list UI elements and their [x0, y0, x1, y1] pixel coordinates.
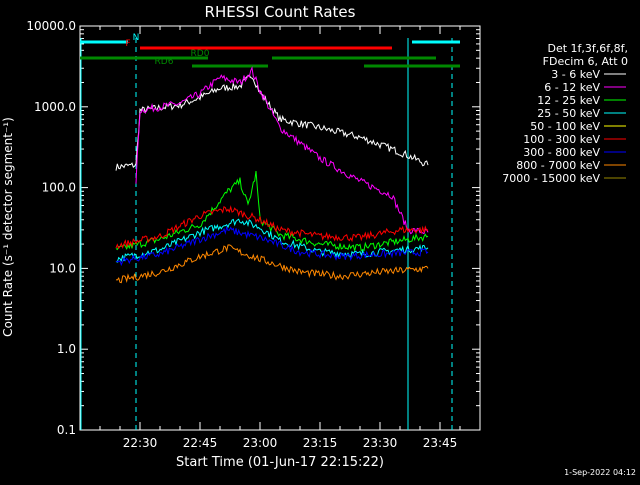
y-axis: 0.1 1.0 10.0 100.0 1000.0 10000.0	[26, 19, 480, 437]
timestamp: 1-Sep-2022 04:12	[564, 468, 636, 477]
state-bar-label: RD0	[191, 49, 210, 59]
y-tick-label: 100.0	[42, 181, 76, 195]
legend-entry: 100 - 300 keV	[523, 133, 600, 146]
series-line-7	[115, 244, 429, 284]
y-tick-label: 0.1	[57, 423, 76, 437]
legend-entry: 50 - 100 keV	[530, 120, 600, 133]
y-tick-label: 1.0	[57, 342, 76, 356]
legend-header: FDecim 6, Att 0	[543, 55, 628, 68]
series-line-1	[135, 66, 429, 235]
vertical-markers	[80, 38, 453, 430]
legend-entry: 800 - 7000 keV	[516, 159, 600, 172]
x-tick-label: 23:30	[363, 436, 398, 450]
x-tick-label: 23:15	[303, 436, 338, 450]
legend-entry: 7000 - 15000 keV	[502, 172, 600, 185]
attenuator-state-bars: NF RD0 RD6	[80, 33, 460, 68]
series-line-6	[115, 225, 429, 267]
y-tick-label: 10000.0	[26, 19, 76, 33]
series-lines	[115, 66, 429, 284]
legend-entry: 300 - 800 keV	[523, 146, 600, 159]
y-tick-label: 1000.0	[34, 100, 76, 114]
x-tick-label: 23:00	[243, 436, 278, 450]
legend-entry: 6 - 12 keV	[544, 81, 600, 94]
x-axis: 22:30 22:45 23:00 23:15 23:30 23:45	[79, 26, 481, 450]
state-bar-label: N	[133, 33, 140, 43]
state-bar-label: RD6	[155, 57, 174, 67]
state-bar-label: F	[125, 39, 130, 49]
y-tick-label: 10.0	[49, 261, 76, 275]
y-axis-label: Count Rate (s⁻¹ detector segment⁻¹)	[1, 117, 15, 337]
x-tick-label: 22:45	[183, 436, 218, 450]
legend-entry: 12 - 25 keV	[537, 94, 600, 107]
legend-entry: 25 - 50 keV	[537, 107, 600, 120]
legend-header: Det 1f,3f,6f,8f,	[547, 42, 628, 55]
legend-entry: 3 - 6 keV	[551, 68, 600, 81]
chart-title: RHESSI Count Rates	[205, 3, 356, 21]
legend: Det 1f,3f,6f,8f,FDecim 6, Att 03 - 6 keV…	[502, 42, 628, 185]
x-tick-label: 22:30	[123, 436, 158, 450]
x-axis-label: Start Time (01-Jun-17 22:15:22)	[176, 455, 384, 470]
x-tick-label: 23:45	[423, 436, 458, 450]
series-line-5	[115, 205, 429, 250]
series-line-0	[115, 74, 429, 171]
